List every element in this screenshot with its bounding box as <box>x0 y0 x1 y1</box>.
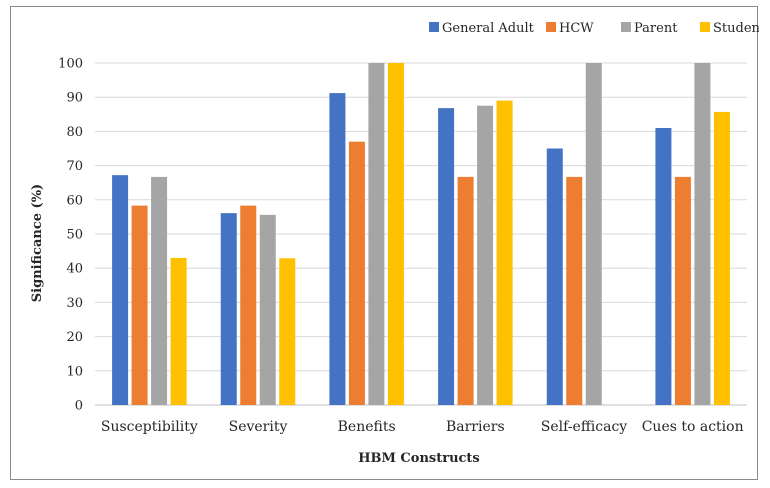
y-tick-label: 50 <box>66 228 83 243</box>
bar-hcw <box>674 176 691 405</box>
legend: General Adult HCW Parent Student <box>429 21 759 36</box>
x-axis-title: HBM Constructs <box>358 451 480 466</box>
y-tick-label: 80 <box>66 125 83 140</box>
bar-student <box>496 100 513 406</box>
x-category-label: Self-efficacy <box>541 419 628 435</box>
bar-hcw <box>457 176 474 405</box>
y-tick-label: 90 <box>66 91 83 106</box>
bar-general-adult <box>438 108 455 406</box>
x-category-label: Barriers <box>446 419 505 435</box>
legend-swatch <box>700 22 710 32</box>
bar-parent <box>585 63 602 405</box>
y-axis-title: Significance (%) <box>30 184 45 302</box>
x-category-label: Severity <box>229 419 288 435</box>
bar-hcw <box>348 141 365 405</box>
legend-swatch <box>621 22 631 32</box>
bar-general-adult <box>220 213 237 405</box>
bar-hcw <box>566 176 583 405</box>
bar-parent <box>259 214 276 405</box>
bar-hcw <box>240 205 257 405</box>
gridlines <box>95 62 747 406</box>
y-tick-label: 30 <box>66 296 83 311</box>
bar-student <box>387 63 404 405</box>
bar-parent <box>151 176 168 405</box>
legend-swatch <box>546 22 556 32</box>
bar-general-adult <box>655 127 672 405</box>
y-tick-label: 40 <box>66 262 83 277</box>
bar-hcw <box>131 205 148 405</box>
y-tick-label: 100 <box>58 57 83 72</box>
bar-student <box>713 111 730 405</box>
legend-label: Student <box>713 21 759 36</box>
legend-swatch <box>429 22 439 32</box>
bar-parent <box>694 63 711 405</box>
bar-general-adult <box>329 93 346 405</box>
y-tick-label: 20 <box>66 330 83 345</box>
y-tick-label: 0 <box>75 399 83 414</box>
bar-parent <box>477 105 494 405</box>
x-category-label: Cues to action <box>642 419 744 435</box>
y-tick-label: 10 <box>66 364 83 379</box>
x-category-label: Benefits <box>338 419 396 435</box>
bar-student <box>279 258 296 405</box>
bar-chart: 0 10 20 30 40 50 60 70 80 90 100 Susceptibility Sev… <box>30 21 759 466</box>
x-category-label: Susceptibility <box>101 419 198 435</box>
legend-label: General Adult <box>442 21 535 36</box>
y-tick-label: 70 <box>66 159 83 174</box>
x-axis-categories: Susceptibility Severity Benefits Barriers Se… <box>101 419 744 435</box>
y-tick-label: 60 <box>66 193 83 208</box>
chart-frame: 0 10 20 30 40 50 60 70 80 90 100 Susceptibility Sev… <box>10 6 759 480</box>
bar-student <box>170 257 187 405</box>
bar-general-adult <box>546 148 563 405</box>
legend-label: Parent <box>634 21 678 36</box>
legend-label: HCW <box>559 21 594 36</box>
bar-parent <box>368 63 385 405</box>
bar-general-adult <box>112 175 129 405</box>
y-axis-ticks: 0 10 20 30 40 50 60 70 80 90 100 <box>58 57 83 414</box>
bars <box>112 63 730 406</box>
